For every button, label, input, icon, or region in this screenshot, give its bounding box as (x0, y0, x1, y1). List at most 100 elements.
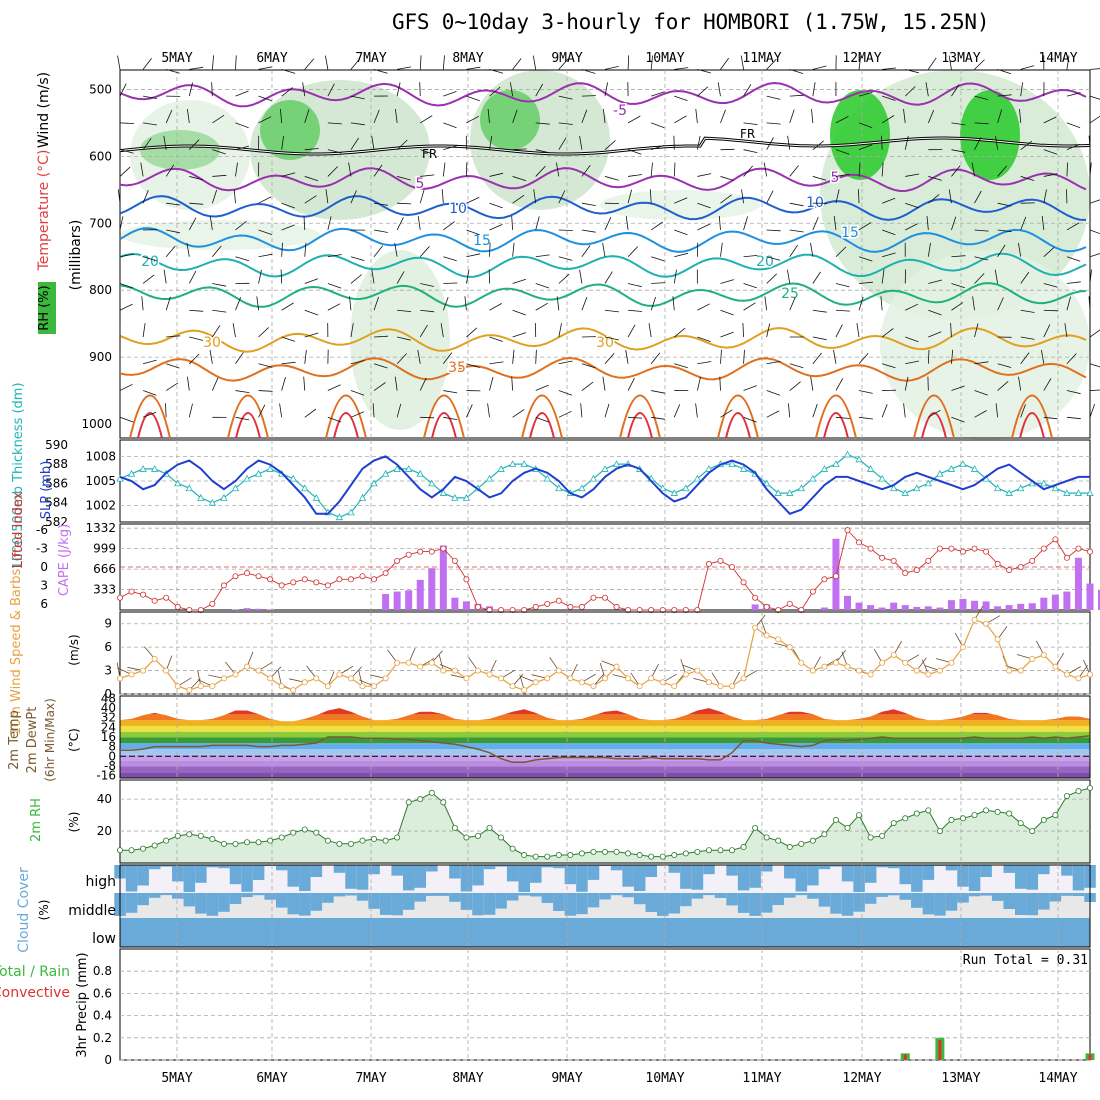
wind10m-line-point (625, 675, 632, 682)
cape-bar (255, 608, 263, 610)
wind-barb (117, 55, 121, 70)
wind-barb (327, 166, 338, 177)
rh2m-line-point (1029, 828, 1036, 835)
rh2m-line-point (1075, 788, 1082, 795)
wind-barb (1020, 216, 1027, 231)
cloud-high-bar (426, 865, 438, 872)
wind-barb (951, 216, 957, 231)
wind10m-line-point (140, 667, 147, 674)
pressure-tick: 700 (89, 216, 112, 230)
thickness-line-point (462, 494, 471, 501)
wind10m-label: 10m Wind Speed & Barbs (9, 569, 24, 736)
wind-barb (327, 216, 332, 231)
wind-barb (489, 303, 502, 311)
wind-barb (974, 229, 989, 232)
day-label-bottom: 7MAY (355, 1071, 386, 1086)
thickness-line-point (762, 479, 771, 487)
wind-barb (558, 95, 573, 100)
wind-barb (281, 172, 296, 177)
wind-barb (928, 194, 940, 204)
cloud-high-bar (172, 865, 184, 882)
wind10m-line-point (1052, 663, 1059, 670)
cape-bar (1040, 597, 1048, 610)
cape-bar (1051, 594, 1059, 610)
lifted-line-point (613, 603, 620, 610)
lifted-line-point (440, 545, 447, 552)
wind-barb (350, 323, 354, 338)
wind-barb (789, 109, 795, 124)
wind-barb (350, 190, 357, 204)
wind-barb (766, 58, 777, 70)
wind10m-line-point (440, 667, 447, 674)
wind-barb (535, 384, 549, 391)
wind-barb (371, 135, 375, 150)
wind-barb (812, 336, 827, 341)
wind-barb (166, 229, 180, 234)
lifted-line-point (809, 588, 816, 595)
cape-bar (1086, 583, 1094, 610)
wind-barb (489, 224, 503, 231)
thickness-line-point (601, 465, 609, 472)
wind-barb (697, 223, 711, 231)
pressure-tick: 800 (89, 283, 112, 297)
wind-barb (997, 229, 1012, 233)
rh-shading (830, 90, 890, 180)
cloud-high-bar (218, 865, 230, 869)
lifted-line-point (232, 573, 239, 580)
rh2m-line-point (1087, 784, 1094, 791)
wind-barb (417, 216, 421, 231)
cloud-high-bar (299, 865, 311, 891)
rh2m-line-point (636, 852, 643, 859)
wind-barb (373, 68, 388, 74)
day-label-bottom: 10MAY (645, 1071, 684, 1086)
rh2m-line-point (128, 847, 135, 854)
thickness-line-point (936, 469, 944, 477)
lifted-line-point (244, 570, 251, 577)
wind-barb (442, 55, 445, 70)
cloud-high-bar (1015, 865, 1027, 889)
wind-barb (651, 390, 665, 394)
wind-barb (951, 255, 966, 258)
time-axes: 5MAY 5MAY 6MAY 6MAY 7MAY 7MAY 8MAY 8MAY 9MAY 9MAY… (161, 51, 1077, 1086)
wind-barb (489, 172, 504, 177)
wind-barb (304, 349, 307, 364)
isotherm-35-loop (423, 394, 465, 439)
precip-conv-bar (938, 1040, 942, 1060)
wind-barb (858, 55, 862, 70)
lifted-line-point (290, 579, 297, 586)
cloud-middle-bar (148, 893, 161, 898)
rh2m-line-point (740, 844, 747, 851)
rh2m-line-point (705, 847, 712, 854)
cloud-middle-bar (125, 893, 138, 913)
wind-barb (581, 381, 594, 391)
cape-bar (1074, 557, 1082, 610)
wind-barb (348, 162, 352, 177)
wind-barb (650, 55, 653, 70)
dewpt-label: 2m DewPt (25, 707, 40, 774)
rh2m-line-point (659, 853, 666, 860)
wind-barb (928, 279, 942, 284)
thickness-tick: 582 (45, 515, 68, 529)
lifted-line-point (371, 576, 378, 583)
wind10m-line-point (567, 675, 574, 682)
wind-barb (997, 165, 1008, 177)
thickness-line-point (127, 469, 136, 477)
cloud-middle-bar (714, 893, 727, 898)
thickness-line-point (1086, 489, 1094, 496)
wind-barb (466, 197, 480, 204)
lifted-line-point (994, 560, 1001, 567)
cape-bar (451, 597, 459, 610)
wind-barb (789, 363, 804, 369)
isotherm-40-loop (235, 412, 261, 439)
wind10m-frame (119, 611, 1091, 695)
wind-barb (512, 278, 527, 284)
dewpoint-line (120, 735, 1091, 764)
cloud-high-bar (472, 865, 484, 886)
wind-barb (905, 173, 920, 177)
wind-barb (764, 296, 768, 311)
wind-barb (373, 363, 388, 369)
temp2m-units: (°C) (67, 728, 81, 752)
day-label-top: 11MAY (742, 51, 781, 66)
rh2m-line-point (959, 815, 966, 822)
